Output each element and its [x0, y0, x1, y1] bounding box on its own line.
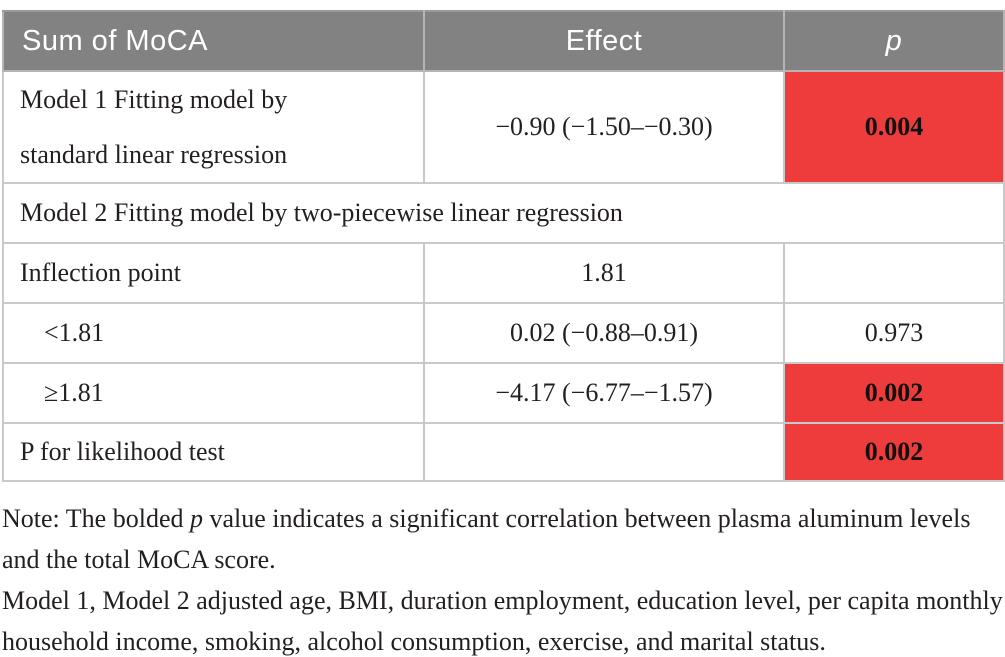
- above-inflection-effect-value: −4.17 (−6.77–−1.57): [423, 362, 785, 424]
- header-effect: Effect: [423, 10, 785, 72]
- header-sum-of-moca: Sum of MoCA: [2, 10, 425, 72]
- table-header-row: Sum of MoCA Effect p: [2, 10, 1005, 72]
- moca-regression-table: Sum of MoCA Effect p Model 1 Fitting mod…: [2, 10, 1005, 482]
- model1-p-value-highlighted: 0.004: [783, 70, 1005, 184]
- note-significance: Note: The bolded p value indicates a sig…: [2, 498, 1004, 580]
- below-inflection-effect-value: 0.02 (−0.88–0.91): [423, 302, 785, 364]
- inflection-point-p-value-empty: [783, 242, 1005, 304]
- model2-label: Model 2 Fitting model by two-piecewise l…: [2, 182, 1005, 244]
- table-footnotes: Note: The bolded p value indicates a sig…: [2, 498, 1004, 657]
- model1-label-line1: Model 1 Fitting model by: [20, 85, 288, 114]
- model1-label-line2: standard linear regression: [20, 140, 288, 169]
- inflection-point-label: Inflection point: [2, 242, 425, 304]
- model1-effect-value: −0.90 (−1.50–−0.30): [423, 70, 785, 184]
- table-row-likelihood-test: P for likelihood test 0.002: [2, 422, 1005, 482]
- likelihood-test-label: P for likelihood test: [2, 422, 425, 482]
- table-row-model2-span: Model 2 Fitting model by two-piecewise l…: [2, 182, 1005, 244]
- above-inflection-label: ≥1.81: [2, 362, 425, 424]
- likelihood-test-effect-empty: [423, 422, 785, 482]
- table-row-below-inflection: <1.81 0.02 (−0.88–0.91) 0.973: [2, 302, 1005, 364]
- likelihood-test-p-value-highlighted: 0.002: [783, 422, 1005, 482]
- model1-label: Model 1 Fitting model by standard linear…: [2, 70, 425, 184]
- note-significance-prefix: Note: The bolded: [2, 504, 190, 533]
- table-row-inflection-point: Inflection point 1.81: [2, 242, 1005, 304]
- below-inflection-p-value: 0.973: [783, 302, 1005, 364]
- note-adjustments: Model 1, Model 2 adjusted age, BMI, dura…: [2, 586, 1003, 656]
- table-row-model1: Model 1 Fitting model by standard linear…: [2, 70, 1005, 184]
- above-inflection-p-value-highlighted: 0.002: [783, 362, 1005, 424]
- below-inflection-label: <1.81: [2, 302, 425, 364]
- table-row-above-inflection: ≥1.81 −4.17 (−6.77–−1.57) 0.002: [2, 362, 1005, 424]
- inflection-point-effect-value: 1.81: [423, 242, 785, 304]
- header-p: p: [783, 10, 1005, 72]
- note-significance-p-symbol: p: [189, 504, 203, 533]
- note-significance-suffix: value indicates a significant correlatio…: [2, 504, 971, 574]
